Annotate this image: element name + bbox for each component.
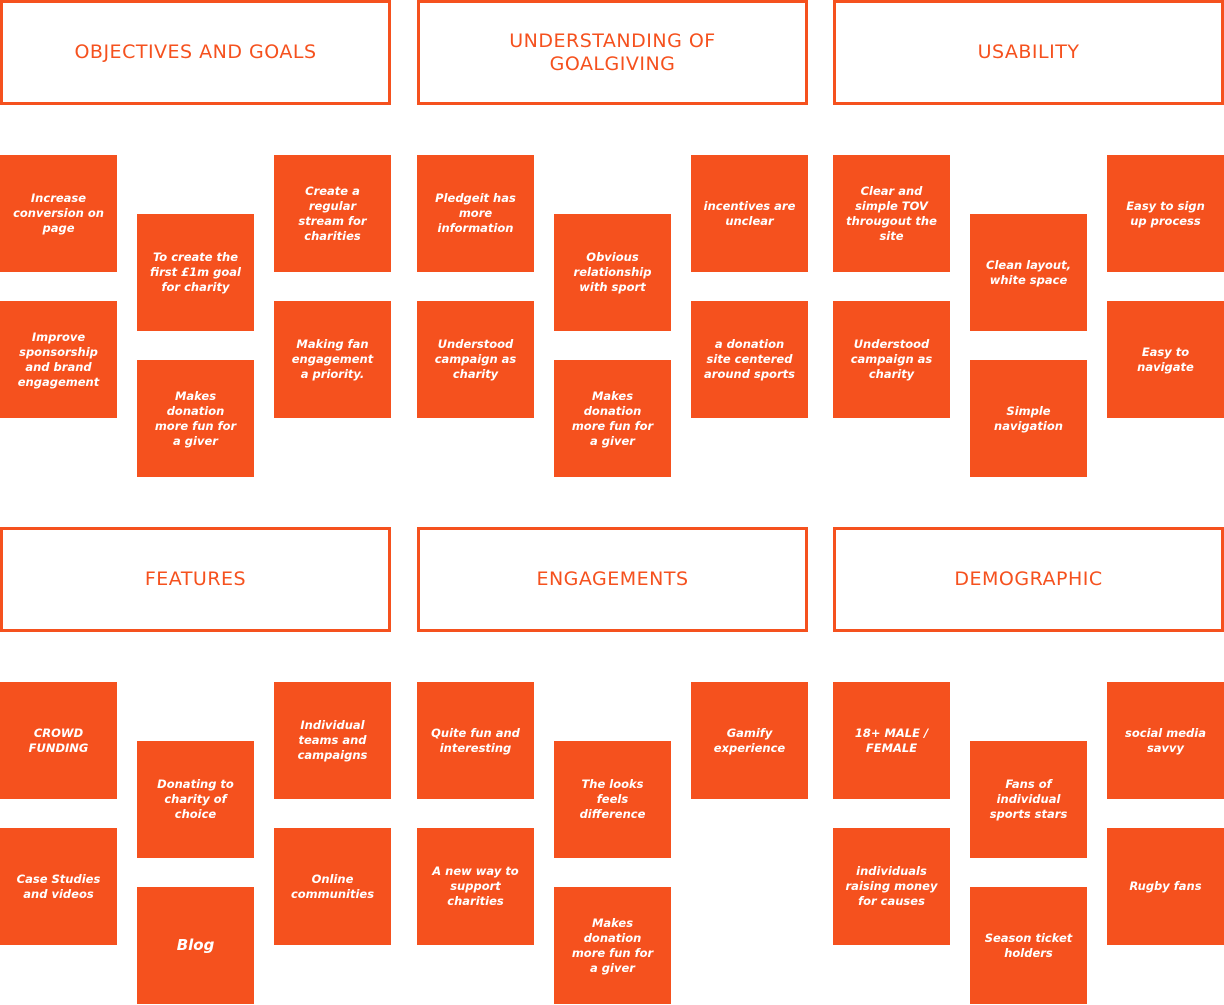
section-title: UNDERSTANDING OF GOALGIVING xyxy=(509,29,716,75)
sticky-note: Gamify experience xyxy=(691,682,808,799)
sticky-note: Making fan engagement a priority. xyxy=(274,301,391,418)
sticky-note: social media savvy xyxy=(1107,682,1224,799)
sticky-note: Create a regular stream for charities xyxy=(274,155,391,272)
sticky-note: Fans of individual sports stars xyxy=(970,741,1087,858)
sticky-note: Pledgeit has more information xyxy=(417,155,534,272)
sticky-note: Online communities xyxy=(274,828,391,945)
sticky-note: Makes donation more fun for a giver xyxy=(554,360,671,477)
sticky-note: Understood campaign as charity xyxy=(417,301,534,418)
sticky-note: Obvious relationship with sport xyxy=(554,214,671,331)
sticky-note: Improve sponsorship and brand engagement xyxy=(0,301,117,418)
sticky-note: Donating to charity of choice xyxy=(137,741,254,858)
section-header-understanding-of-goalgiving: UNDERSTANDING OF GOALGIVING xyxy=(417,0,808,105)
section-header-demographic: DEMOGRAPHIC xyxy=(833,527,1224,632)
section-title: OBJECTIVES AND GOALS xyxy=(74,41,317,63)
section-header-objectives-and-goals: OBJECTIVES AND GOALS xyxy=(0,0,391,105)
section-header-usability: USABILITY xyxy=(833,0,1224,105)
sticky-note: Individual teams and campaigns xyxy=(274,682,391,799)
sticky-note: Increase conversion on page xyxy=(0,155,117,272)
section-title: ENGAGEMENTS xyxy=(536,568,689,590)
sticky-note: A new way to support charities xyxy=(417,828,534,945)
section-title: USABILITY xyxy=(977,41,1080,63)
sticky-note: CROWD FUNDING xyxy=(0,682,117,799)
sticky-note: Quite fun and interesting xyxy=(417,682,534,799)
sticky-note: Makes donation more fun for a giver xyxy=(137,360,254,477)
sticky-note: Clear and simple TOV througout the site xyxy=(833,155,950,272)
sticky-note: a donation site centered around sports xyxy=(691,301,808,418)
sticky-note: Makes donation more fun for a giver xyxy=(554,887,671,1004)
sticky-note: Case Studies and videos xyxy=(0,828,117,945)
section-title: FEATURES xyxy=(144,568,247,590)
sticky-note: To create the first £1m goal for charity xyxy=(137,214,254,331)
sticky-note: Blog xyxy=(137,887,254,1004)
section-header-features: FEATURES xyxy=(0,527,391,632)
sticky-note: Easy to navigate xyxy=(1107,301,1224,418)
section-title: DEMOGRAPHIC xyxy=(954,568,1103,590)
sticky-note: incentives are unclear xyxy=(691,155,808,272)
sticky-note: Simple navigation xyxy=(970,360,1087,477)
sticky-note: Season ticket holders xyxy=(970,887,1087,1004)
sticky-note: The looks feels difference xyxy=(554,741,671,858)
sticky-note: Understood campaign as charity xyxy=(833,301,950,418)
sticky-note: 18+ MALE / FEMALE xyxy=(833,682,950,799)
sticky-note: Easy to sign up process xyxy=(1107,155,1224,272)
sticky-note: individuals raising money for causes xyxy=(833,828,950,945)
sticky-note: Rugby fans xyxy=(1107,828,1224,945)
section-header-engagements: ENGAGEMENTS xyxy=(417,527,808,632)
sticky-note: Clean layout, white space xyxy=(970,214,1087,331)
